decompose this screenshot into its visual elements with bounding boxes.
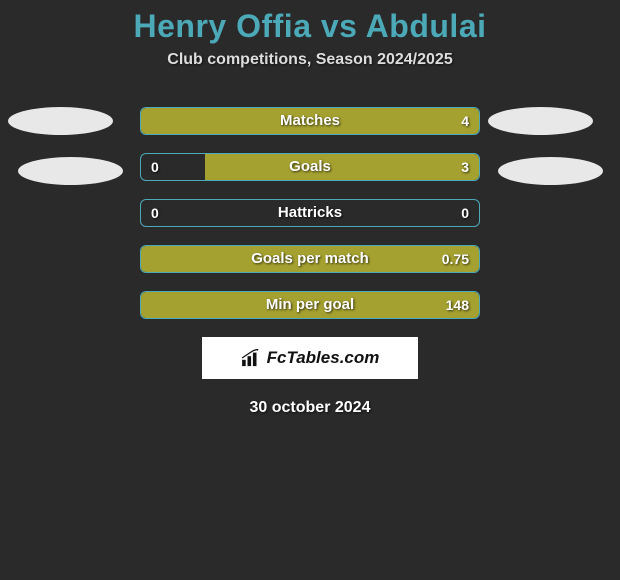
fctables-logo: FcTables.com [241,348,380,368]
stats-container: Matches4Goals03Hattricks00Goals per matc… [140,107,480,319]
stat-fill [141,246,479,272]
player-left-ellipse-2 [18,157,123,185]
fctables-logo-text: FcTables.com [267,348,380,368]
stat-row: Matches4 [140,107,480,135]
stat-fill [141,292,479,318]
comparison-body: Matches4Goals03Hattricks00Goals per matc… [0,107,620,417]
stat-label: Hattricks [141,200,479,226]
bar-chart-icon [241,349,263,367]
date-label: 30 october 2024 [0,399,620,417]
stat-value-right: 0 [461,200,469,226]
player-right-ellipse-2 [498,157,603,185]
player-left-ellipse-1 [8,107,113,135]
fctables-logo-box: FcTables.com [202,337,418,379]
stat-row: Goals03 [140,153,480,181]
stat-row: Hattricks0 0 [140,199,480,227]
stat-value-left: 0 [151,200,159,226]
page-title: Henry Offia vs Abdulai [0,0,620,45]
stat-fill [141,108,479,134]
stat-row: Min per goal148 [140,291,480,319]
page-subtitle: Club competitions, Season 2024/2025 [0,51,620,69]
stat-row: Goals per match0.75 [140,245,480,273]
stat-fill [205,154,479,180]
stat-value-left: 0 [151,154,159,180]
player-right-ellipse-1 [488,107,593,135]
